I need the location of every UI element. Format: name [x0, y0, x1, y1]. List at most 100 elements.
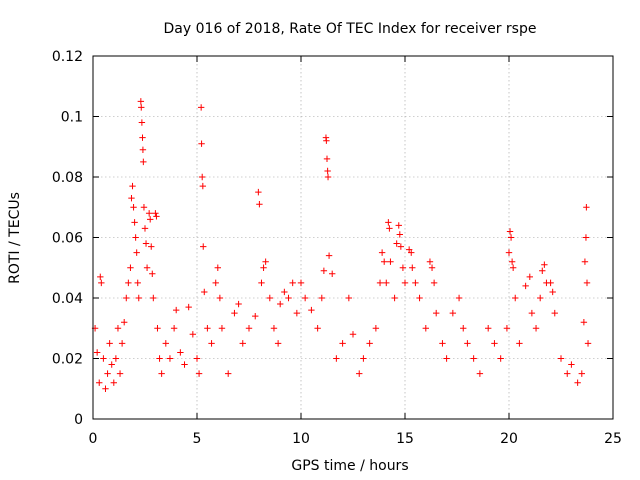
data-point [549, 288, 556, 296]
data-point [97, 273, 104, 281]
data-point [528, 309, 536, 317]
data-point [131, 219, 138, 226]
data-point [320, 267, 328, 274]
data-point [323, 155, 331, 163]
data-point [491, 340, 498, 347]
data-point [329, 270, 336, 277]
data-point [189, 331, 197, 338]
data-point [193, 355, 201, 362]
y-tick-label: 0.02 [52, 352, 83, 368]
data-point [433, 309, 440, 317]
data-point [235, 300, 242, 308]
data-point [485, 325, 492, 332]
data-point [135, 294, 142, 302]
data-point [408, 249, 415, 256]
data-point [93, 349, 101, 356]
data-point [145, 210, 153, 217]
data-point [470, 355, 477, 362]
data-point [98, 279, 105, 287]
data-point [133, 249, 140, 256]
data-point [551, 309, 558, 317]
data-point [125, 279, 132, 287]
data-point [140, 204, 148, 211]
data-point [395, 222, 402, 229]
data-point [323, 137, 330, 144]
data-point [506, 228, 514, 235]
data-point [153, 213, 160, 220]
data-point [138, 119, 146, 126]
data-point [177, 349, 184, 356]
data-point [314, 325, 321, 332]
data-point [197, 104, 205, 111]
data-point [397, 243, 405, 250]
data-point [503, 325, 511, 332]
data-point [568, 361, 575, 368]
data-point [274, 340, 282, 347]
data-point [401, 279, 409, 287]
data-point [154, 325, 161, 332]
x-tick-label: 5 [193, 431, 202, 447]
x-tick-label: 20 [500, 431, 518, 447]
data-point [128, 194, 135, 202]
data-point [339, 340, 346, 347]
data-point [508, 258, 516, 265]
data-point [102, 385, 109, 392]
data-point [526, 273, 533, 281]
data-point [378, 249, 386, 256]
data-point [325, 252, 333, 259]
data-point [140, 158, 147, 166]
y-tick-label: 0 [74, 412, 83, 428]
data-point [137, 98, 145, 105]
data-point [231, 309, 238, 317]
data-point [583, 279, 591, 287]
data-point [574, 379, 581, 386]
data-point [281, 288, 288, 296]
data-point [584, 340, 592, 347]
data-point [262, 258, 269, 265]
data-point [106, 340, 113, 347]
data-point [195, 370, 203, 377]
data-point [266, 294, 273, 302]
data-point [439, 340, 446, 347]
data-points [91, 98, 592, 392]
data-point [212, 279, 219, 287]
data-point [396, 231, 403, 238]
y-tick-label: 0.04 [52, 291, 83, 307]
data-point [318, 294, 325, 302]
data-point [297, 279, 305, 287]
data-point [345, 294, 353, 302]
data-point [416, 294, 423, 302]
data-point [134, 279, 141, 287]
data-point [324, 173, 332, 181]
data-point [252, 312, 259, 320]
data-point [301, 294, 309, 302]
data-point [308, 306, 315, 314]
chart-title: Day 016 of 2018, Rate Of TEC Index for r… [164, 21, 537, 37]
x-tick-label: 0 [89, 431, 98, 447]
data-point [409, 264, 416, 271]
data-point [464, 340, 471, 347]
data-point [204, 325, 211, 332]
x-tick-label: 15 [396, 431, 414, 447]
axis-ticks [92, 55, 614, 420]
data-point [181, 361, 188, 368]
data-point [476, 370, 484, 377]
data-point [270, 325, 278, 332]
data-point [170, 325, 178, 332]
data-point [158, 370, 165, 377]
data-point [138, 104, 145, 111]
data-point [516, 340, 523, 347]
data-point [372, 325, 380, 332]
x-tick-label: 10 [292, 431, 310, 447]
data-point [333, 355, 340, 362]
data-point [386, 225, 393, 232]
data-point [110, 379, 117, 386]
data-point [112, 355, 120, 362]
data-point [505, 249, 513, 256]
data-point [376, 279, 384, 287]
data-point [422, 325, 429, 332]
data-point [132, 234, 139, 241]
data-point [324, 167, 331, 175]
data-point [260, 264, 267, 271]
